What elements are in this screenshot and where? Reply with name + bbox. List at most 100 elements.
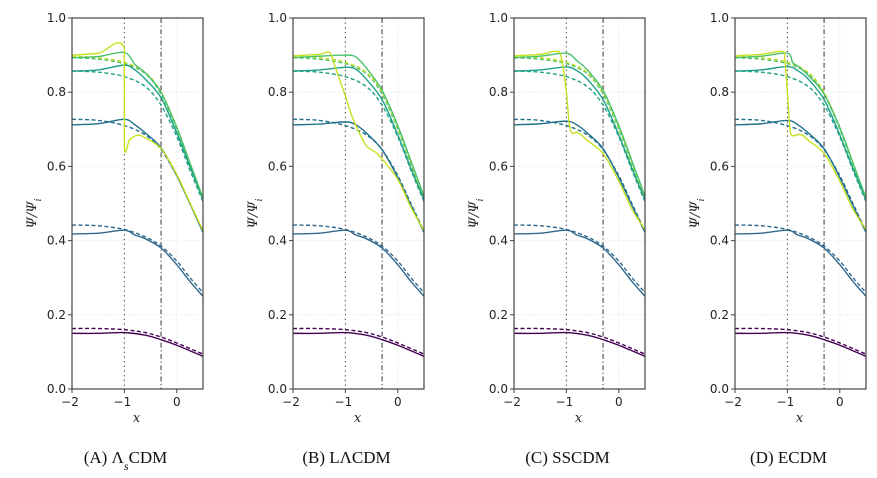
dashed-line-k4 [72,70,203,202]
dashed-line-k4 [293,70,424,202]
x-tick-label: −2 [503,395,521,409]
solid-line-k1 [293,331,424,357]
y-tick-label: 1.0 [268,11,287,25]
dashed-line-k1 [72,327,203,355]
x-tick-label: 0 [836,395,844,409]
solid-line-k4 [293,66,424,201]
x-tick-label: 0 [173,395,181,409]
solid-line-k6 [514,50,645,230]
axes-frame [71,17,204,390]
y-tick-label: 0.6 [489,159,508,173]
plot-area [514,18,645,389]
y-tick-label: 0.6 [47,159,66,173]
y-tick-label: 0.2 [710,308,729,322]
solid-line-k4 [514,66,645,201]
x-tick-label: −2 [282,395,300,409]
dashed-line-k5 [735,57,866,201]
solid-line-k1 [72,331,203,357]
solid-line-k4 [72,64,203,201]
x-axis-label: x [575,411,583,426]
y-tick-label: 1.0 [47,11,66,25]
y-tick-label: 0.2 [47,308,66,322]
y-tick-label: 0.0 [489,382,508,396]
plot-area [735,18,866,389]
solid-line-k3 [514,120,645,233]
panel-caption: (C) SSCDM [525,448,610,467]
x-tick-label: −2 [61,395,79,409]
solid-line-k2 [293,229,424,297]
solid-line-k5 [72,51,203,199]
y-tick-label: 0.4 [489,234,508,248]
dashed-line-k3 [514,118,645,232]
dashed-line-k2 [293,224,424,294]
x-axis-label: x [133,411,141,426]
solid-line-k2 [735,229,866,297]
panel-a: 0.0 0.2 0.4 0.6 0.8 1.0 −2 −1 0 x Ψ/Ψi (A) ΛsCDM [25,11,204,473]
y-tick-label: 0.8 [489,85,508,99]
solid-line-k5 [293,54,424,197]
solid-line-k6 [735,50,866,230]
solid-line-k1 [735,331,866,357]
x-tick-label: −1 [335,395,353,409]
x-tick-label: 0 [394,395,402,409]
x-tick-label: −1 [556,395,574,409]
panel-b: 0.0 0.2 0.4 0.6 0.8 1.0 −2 −1 0 x Ψ/Ψi (B) LΛCDM [246,11,425,467]
dashed-line-k4 [735,70,866,202]
x-tick-label: −1 [777,395,795,409]
solid-line-k2 [514,229,645,297]
y-tick-label: 1.0 [710,11,729,25]
panel-d: 0.0 0.2 0.4 0.6 0.8 1.0 −2 −1 0 x Ψ/Ψi (D) ECDM [688,11,867,467]
x-axis-label: x [796,411,804,426]
x-tick-label: −2 [724,395,742,409]
solid-line-k3 [735,119,866,233]
y-tick-label: 0.4 [710,234,729,248]
dashed-line-k6 [735,55,866,199]
dashed-line-k6 [293,55,424,199]
solid-line-k1 [514,331,645,357]
y-tick-label: 0.0 [710,382,729,396]
y-axis-label: Ψ/Ψi [688,198,707,228]
y-tick-label: 0.2 [268,308,287,322]
series-group [514,50,645,357]
y-tick-label: 0.8 [710,85,729,99]
dashed-line-k1 [514,327,645,355]
y-tick-label: 1.0 [489,11,508,25]
axes-frame [513,17,646,390]
dashed-line-k2 [72,224,203,294]
y-tick-label: 0.2 [489,308,508,322]
panel-caption: (A) ΛsCDM [84,448,168,473]
axes-frame [734,17,867,390]
dashed-line-k5 [514,57,645,201]
x-axis-label: x [354,411,362,426]
y-tick-label: 0.8 [268,85,287,99]
axes-frame [292,17,425,390]
solid-line-k5 [514,52,645,197]
panel-caption: (B) LΛCDM [302,448,390,467]
dashed-line-k5 [293,57,424,201]
dashed-line-k6 [514,55,645,199]
y-tick-label: 0.4 [47,234,66,248]
solid-line-k6 [293,51,424,231]
y-tick-label: 0.4 [268,234,287,248]
series-group [72,41,203,357]
plot-area [72,18,203,389]
y-axis-label: Ψ/Ψi [467,198,486,228]
solid-line-k2 [72,229,203,297]
plot-area [293,18,424,389]
solid-line-k5 [735,52,866,199]
y-tick-label: 0.0 [47,382,66,396]
y-axis-label: Ψ/Ψi [246,198,265,228]
panel-c: 0.0 0.2 0.4 0.6 0.8 1.0 −2 −1 0 x Ψ/Ψi (C) SSCDM [467,11,646,467]
dashed-line-k4 [514,70,645,202]
x-tick-label: −1 [114,395,132,409]
series-group [293,51,424,357]
dashed-line-k1 [735,327,866,355]
series-group [735,50,866,357]
y-tick-label: 0.8 [47,85,66,99]
solid-line-k6 [72,41,203,231]
y-tick-label: 0.6 [710,159,729,173]
dashed-line-k3 [735,118,866,232]
dashed-line-k2 [514,224,645,294]
dashed-line-k2 [735,224,866,294]
